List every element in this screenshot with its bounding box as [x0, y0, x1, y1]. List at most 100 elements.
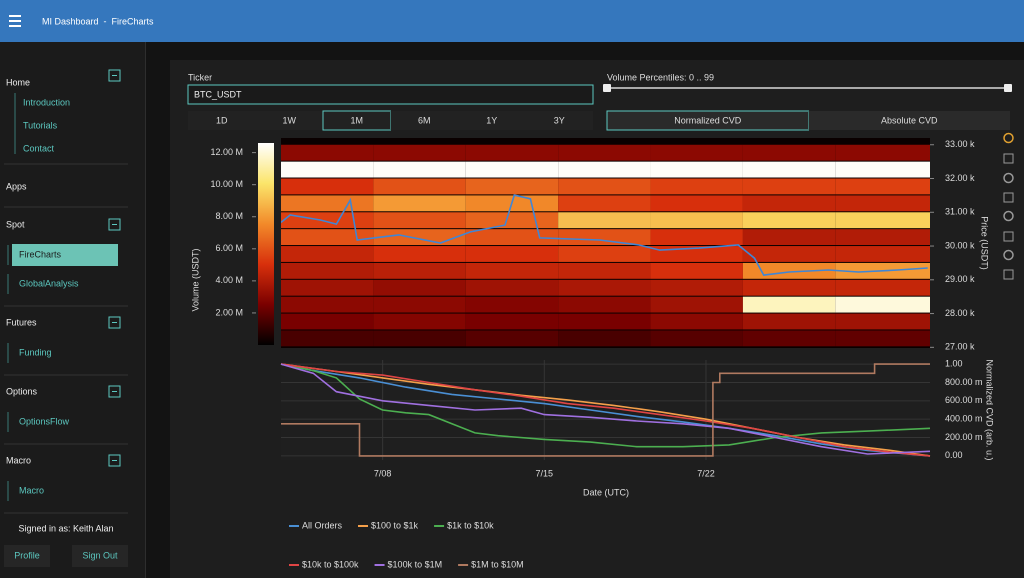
collapse-button[interactable] — [108, 218, 121, 231]
heatmap-cell — [558, 229, 651, 246]
nav-link[interactable]: OptionsFlow — [19, 416, 70, 426]
modebar-icon[interactable] — [1003, 192, 1014, 203]
legend-label[interactable]: $1M to $10M — [471, 559, 524, 569]
heatmap-cell — [281, 246, 374, 262]
sidebar — [0, 42, 145, 578]
ticker-input[interactable] — [187, 84, 594, 105]
heatmap-cell — [835, 178, 930, 195]
button-label[interactable]: Sign Out — [82, 550, 118, 560]
cvd-mode-label[interactable]: Normalized CVD — [674, 115, 742, 125]
modebar-icon[interactable] — [1003, 269, 1014, 280]
nav-link[interactable]: Funding — [19, 347, 52, 357]
nav-link[interactable]: Introduction — [23, 97, 70, 107]
collapse-button[interactable] — [108, 69, 121, 82]
range-button[interactable] — [188, 111, 256, 130]
heatmap-cell — [742, 296, 836, 313]
nav-link[interactable]: Tutorials — [23, 120, 58, 130]
y-tick-label: 32.00 k — [945, 173, 975, 183]
nav-link[interactable]: GlobalAnalysis — [19, 278, 79, 288]
y-tick-label: 800.00 m — [945, 377, 983, 387]
active-link-bg — [12, 244, 118, 266]
button[interactable] — [72, 545, 128, 567]
group-title: Futures — [6, 317, 37, 327]
x-tick-label: 7/08 — [374, 468, 392, 478]
range-label[interactable]: 3Y — [554, 115, 565, 125]
heatmap-cell — [835, 212, 930, 229]
modebar-icon[interactable] — [1003, 172, 1014, 184]
colorbar-tick-label: 12.00 M — [210, 147, 243, 157]
heatmap-cell — [558, 262, 651, 279]
slider-handle[interactable] — [1004, 84, 1012, 92]
heatmap-cell — [558, 330, 651, 347]
heatmap-cell — [281, 330, 374, 347]
modebar-icon[interactable] — [1003, 153, 1014, 164]
heatmap-cell — [281, 279, 374, 296]
y-tick-label: 29.00 k — [945, 274, 975, 284]
modebar-icon[interactable] — [1003, 132, 1014, 144]
range-button[interactable] — [458, 111, 526, 130]
heatmap-cell — [465, 246, 559, 262]
range-button[interactable] — [390, 111, 459, 130]
y-tick-label: 31.00 k — [945, 207, 975, 217]
heatmap-cell — [650, 279, 743, 296]
heatmap-cell — [373, 262, 466, 279]
range-label[interactable]: 1W — [283, 115, 297, 125]
legend-label[interactable]: $10k to $100k — [302, 559, 359, 569]
series-line — [280, 363, 931, 457]
nav-link[interactable]: Macro — [19, 485, 44, 495]
range-label[interactable]: 1Y — [486, 115, 497, 125]
modebar-icon[interactable] — [1003, 210, 1014, 222]
group-title: Macro — [6, 455, 31, 465]
legend-label[interactable]: $100k to $1M — [388, 559, 443, 569]
heatmap — [281, 144, 930, 347]
heatmap-cell — [373, 330, 466, 347]
button-label[interactable]: Profile — [14, 550, 40, 560]
collapse-button[interactable] — [108, 385, 121, 398]
heatmap-cell — [465, 330, 559, 347]
y-axis-title: Price (USDT) — [980, 216, 990, 270]
heatmap-cell — [650, 313, 743, 330]
heatmap-cell — [281, 195, 374, 212]
nav-link[interactable]: FireCharts — [19, 249, 62, 259]
ticker-value[interactable]: BTC_USDT — [194, 89, 242, 99]
y-tick-label: 33.00 k — [945, 139, 975, 149]
heatmap-cell — [742, 144, 836, 161]
range-label[interactable]: 6M — [418, 115, 431, 125]
range-label[interactable]: 1M — [350, 115, 363, 125]
heatmap-cell — [558, 279, 651, 296]
heatmap-cell — [742, 330, 836, 347]
heatmap-cell — [373, 246, 466, 262]
cvd-mode-label[interactable]: Absolute CVD — [881, 115, 938, 125]
heatmap-cell — [465, 313, 559, 330]
heatmap-cell — [650, 229, 743, 246]
heatmap-cell — [558, 195, 651, 212]
legend-label[interactable]: All Orders — [302, 520, 343, 530]
y-tick-label: 200.00 m — [945, 432, 983, 442]
heatmap-cell — [281, 262, 374, 279]
heatmap-cell — [650, 144, 743, 161]
heatmap-cell — [373, 212, 466, 229]
y-tick-label: 30.00 k — [945, 240, 975, 250]
heatmap-cell — [558, 313, 651, 330]
heatmap-cell — [465, 279, 559, 296]
slider-handle[interactable] — [603, 84, 611, 92]
collapse-button[interactable] — [108, 454, 121, 467]
legend-label[interactable]: $1k to $10k — [447, 520, 494, 530]
y-tick-label: 1.00 — [945, 359, 963, 369]
button[interactable] — [4, 545, 50, 567]
modebar-icon[interactable] — [1003, 231, 1014, 242]
heatmap-cell — [742, 229, 836, 246]
legend-label[interactable]: $100 to $1k — [371, 520, 419, 530]
heatmap-cell — [465, 262, 559, 279]
heatmap-cell — [835, 229, 930, 246]
heatmap-cell — [465, 178, 559, 195]
range-label[interactable]: 1D — [216, 115, 228, 125]
cvd-mode-button[interactable] — [808, 111, 1011, 130]
heatmap-cell — [373, 229, 466, 246]
range-button[interactable] — [255, 111, 324, 130]
range-button[interactable] — [525, 111, 594, 130]
collapse-button[interactable] — [108, 316, 121, 329]
modebar-icon[interactable] — [1003, 249, 1014, 261]
y-tick-label: 0.00 — [945, 450, 963, 460]
nav-link[interactable]: Contact — [23, 143, 55, 153]
